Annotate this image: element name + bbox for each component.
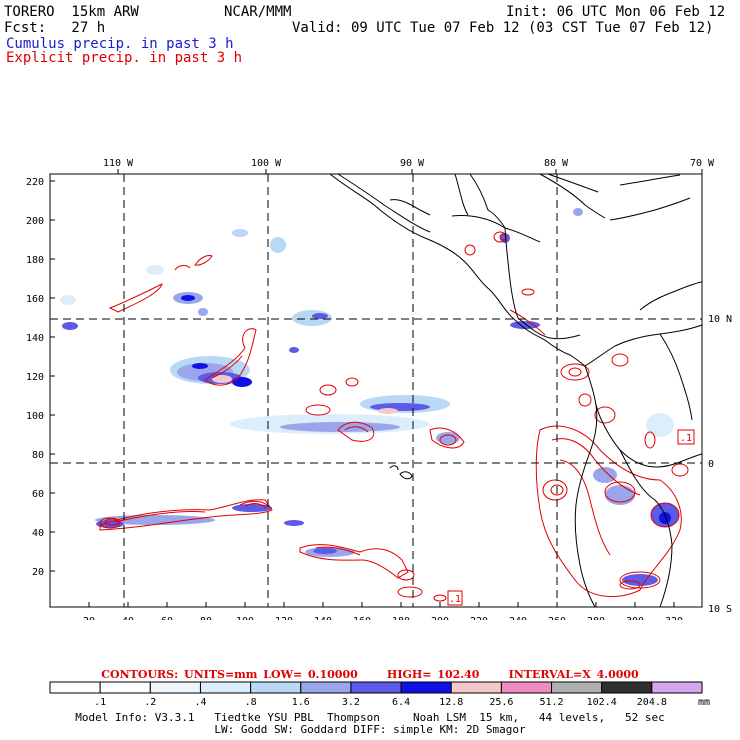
contour-units: UNITS=mm: [184, 668, 258, 681]
legend-swatch: [99, 681, 151, 694]
legend-swatch: [300, 681, 352, 694]
lon-label-100w: 100 W: [251, 158, 282, 169]
y-tick: 220: [26, 177, 44, 188]
lon-label-90w: 90 W: [400, 158, 425, 169]
model-title: TORERO 15km ARW: [4, 4, 139, 20]
init-time: Init: 06 UTC Mon 06 Feb 12: [506, 4, 726, 20]
legend-swatch: [350, 681, 402, 694]
legend-swatch: [500, 681, 553, 694]
graticule-lines: [50, 174, 702, 607]
legend-label: .4: [194, 697, 206, 708]
precip-map: 110 W 100 W 90 W 80 W 70 W 10 N 0 10 S 2…: [26, 158, 732, 620]
x-tick: 120: [275, 616, 293, 620]
x-tick: 140: [314, 616, 332, 620]
x-tick: 200: [431, 616, 449, 620]
y-tick: 20: [32, 567, 44, 578]
contour-high: HIGH= 102.40: [386, 668, 480, 681]
legend-label: 51.2: [539, 697, 563, 708]
legend-label: 1.6: [292, 697, 310, 708]
y-tick: 160: [26, 294, 44, 305]
explicit-field-label: Explicit precip. in past 3 h: [6, 50, 243, 66]
legend-label: 12.8: [439, 697, 463, 708]
lat-label-10s: 10 S: [708, 604, 732, 615]
lat-label-0: 0: [708, 459, 714, 470]
contour-info: CONTOURS: UNITS=mm LOW= 0.10000 HIGH= 10…: [0, 668, 740, 681]
contour-label: .1: [449, 594, 461, 605]
lon-label-70w: 70 W: [690, 158, 715, 169]
lon-label-110w: 110 W: [103, 158, 134, 169]
legend-label: 204.8: [637, 697, 667, 708]
x-tick: 280: [587, 616, 605, 620]
y-tick: 120: [26, 372, 44, 383]
y-tick: 100: [26, 411, 44, 422]
legend-swatch: [651, 681, 703, 694]
legend-swatch: [400, 681, 452, 694]
legend-swatch: [250, 681, 302, 694]
coastlines: [329, 173, 703, 608]
legend-labels: .1 .2 .4 .8 1.6 3.2 6.4 12.8 25.6 51.2 102.4 204.8: [94, 697, 667, 708]
x-tick: 100: [236, 616, 254, 620]
legend-label: 102.4: [587, 697, 617, 708]
legend-swatch: [601, 681, 653, 694]
x-tick: 300: [626, 616, 644, 620]
legend-label: .1: [94, 697, 106, 708]
cumulus-field-label: Cumulus precip. in past 3 h: [6, 36, 234, 52]
axis-tick-marks: [50, 169, 703, 607]
x-tick: 180: [392, 616, 410, 620]
x-tick: 60: [161, 616, 173, 620]
legend-swatch: [551, 681, 603, 694]
color-legend: .1.2.4.8 1.6 3.2 6.4 12.8 25.6 51.2 102.4 204.8 …: [49, 681, 710, 708]
legend-label: 25.6: [489, 697, 513, 708]
x-tick: 220: [470, 616, 488, 620]
legend-boxes: [49, 681, 703, 694]
legend-swatch: [49, 681, 101, 694]
forecast-hour: Fcst: 27 h: [4, 20, 106, 36]
x-tick: 240: [509, 616, 527, 620]
model-info-line2: LW: Godd SW: Goddard DIFF: simple KM: 2D…: [214, 723, 526, 736]
legend-label: .2: [144, 697, 156, 708]
x-tick: 20: [83, 616, 95, 620]
y-tick: 140: [26, 333, 44, 344]
cumulus-precip-shading: [60, 208, 679, 586]
legend-swatch: [450, 681, 502, 694]
y-tick: 80: [32, 450, 44, 461]
y-tick: 60: [32, 489, 44, 500]
contour-low: LOW= 0.10000: [263, 668, 358, 681]
y-grid-ticks: 220 200 180 160 140 120 100 80 60 40 20: [26, 177, 44, 578]
valid-time: Valid: 09 UTC Tue 07 Feb 12 (03 CST Tue …: [292, 20, 714, 36]
lon-label-80w: 80 W: [544, 158, 569, 169]
model-info-line1: Model Info: V3.3.1 Tiedtke YSU PBL Thomp…: [75, 711, 665, 724]
x-tick: 40: [122, 616, 134, 620]
x-tick: 160: [353, 616, 371, 620]
y-tick: 180: [26, 255, 44, 266]
contour-prefix: CONTOURS:: [101, 668, 179, 681]
y-tick: 200: [26, 216, 44, 227]
lat-label-10n: 10 N: [708, 314, 732, 325]
map-frame: [49, 173, 703, 608]
explicit-precip-contours: [99, 231, 695, 606]
x-grid-ticks: 20 40 60 80 100 120 140 160 180 200 220 …: [83, 616, 683, 620]
x-tick: 80: [200, 616, 212, 620]
legend-label: .8: [245, 697, 257, 708]
legend-swatch: [199, 681, 252, 694]
legend-label: 3.2: [342, 697, 360, 708]
x-tick: 260: [548, 616, 566, 620]
legend-swatch: [149, 681, 201, 694]
legend-units: mm: [698, 697, 710, 708]
contour-interval: INTERVAL=X 4.0000: [508, 668, 639, 681]
center-name: NCAR/MMM: [224, 4, 292, 20]
contour-label: .1: [680, 433, 692, 444]
y-tick: 40: [32, 528, 44, 539]
legend-label: 6.4: [392, 697, 410, 708]
x-tick: 320: [665, 616, 683, 620]
